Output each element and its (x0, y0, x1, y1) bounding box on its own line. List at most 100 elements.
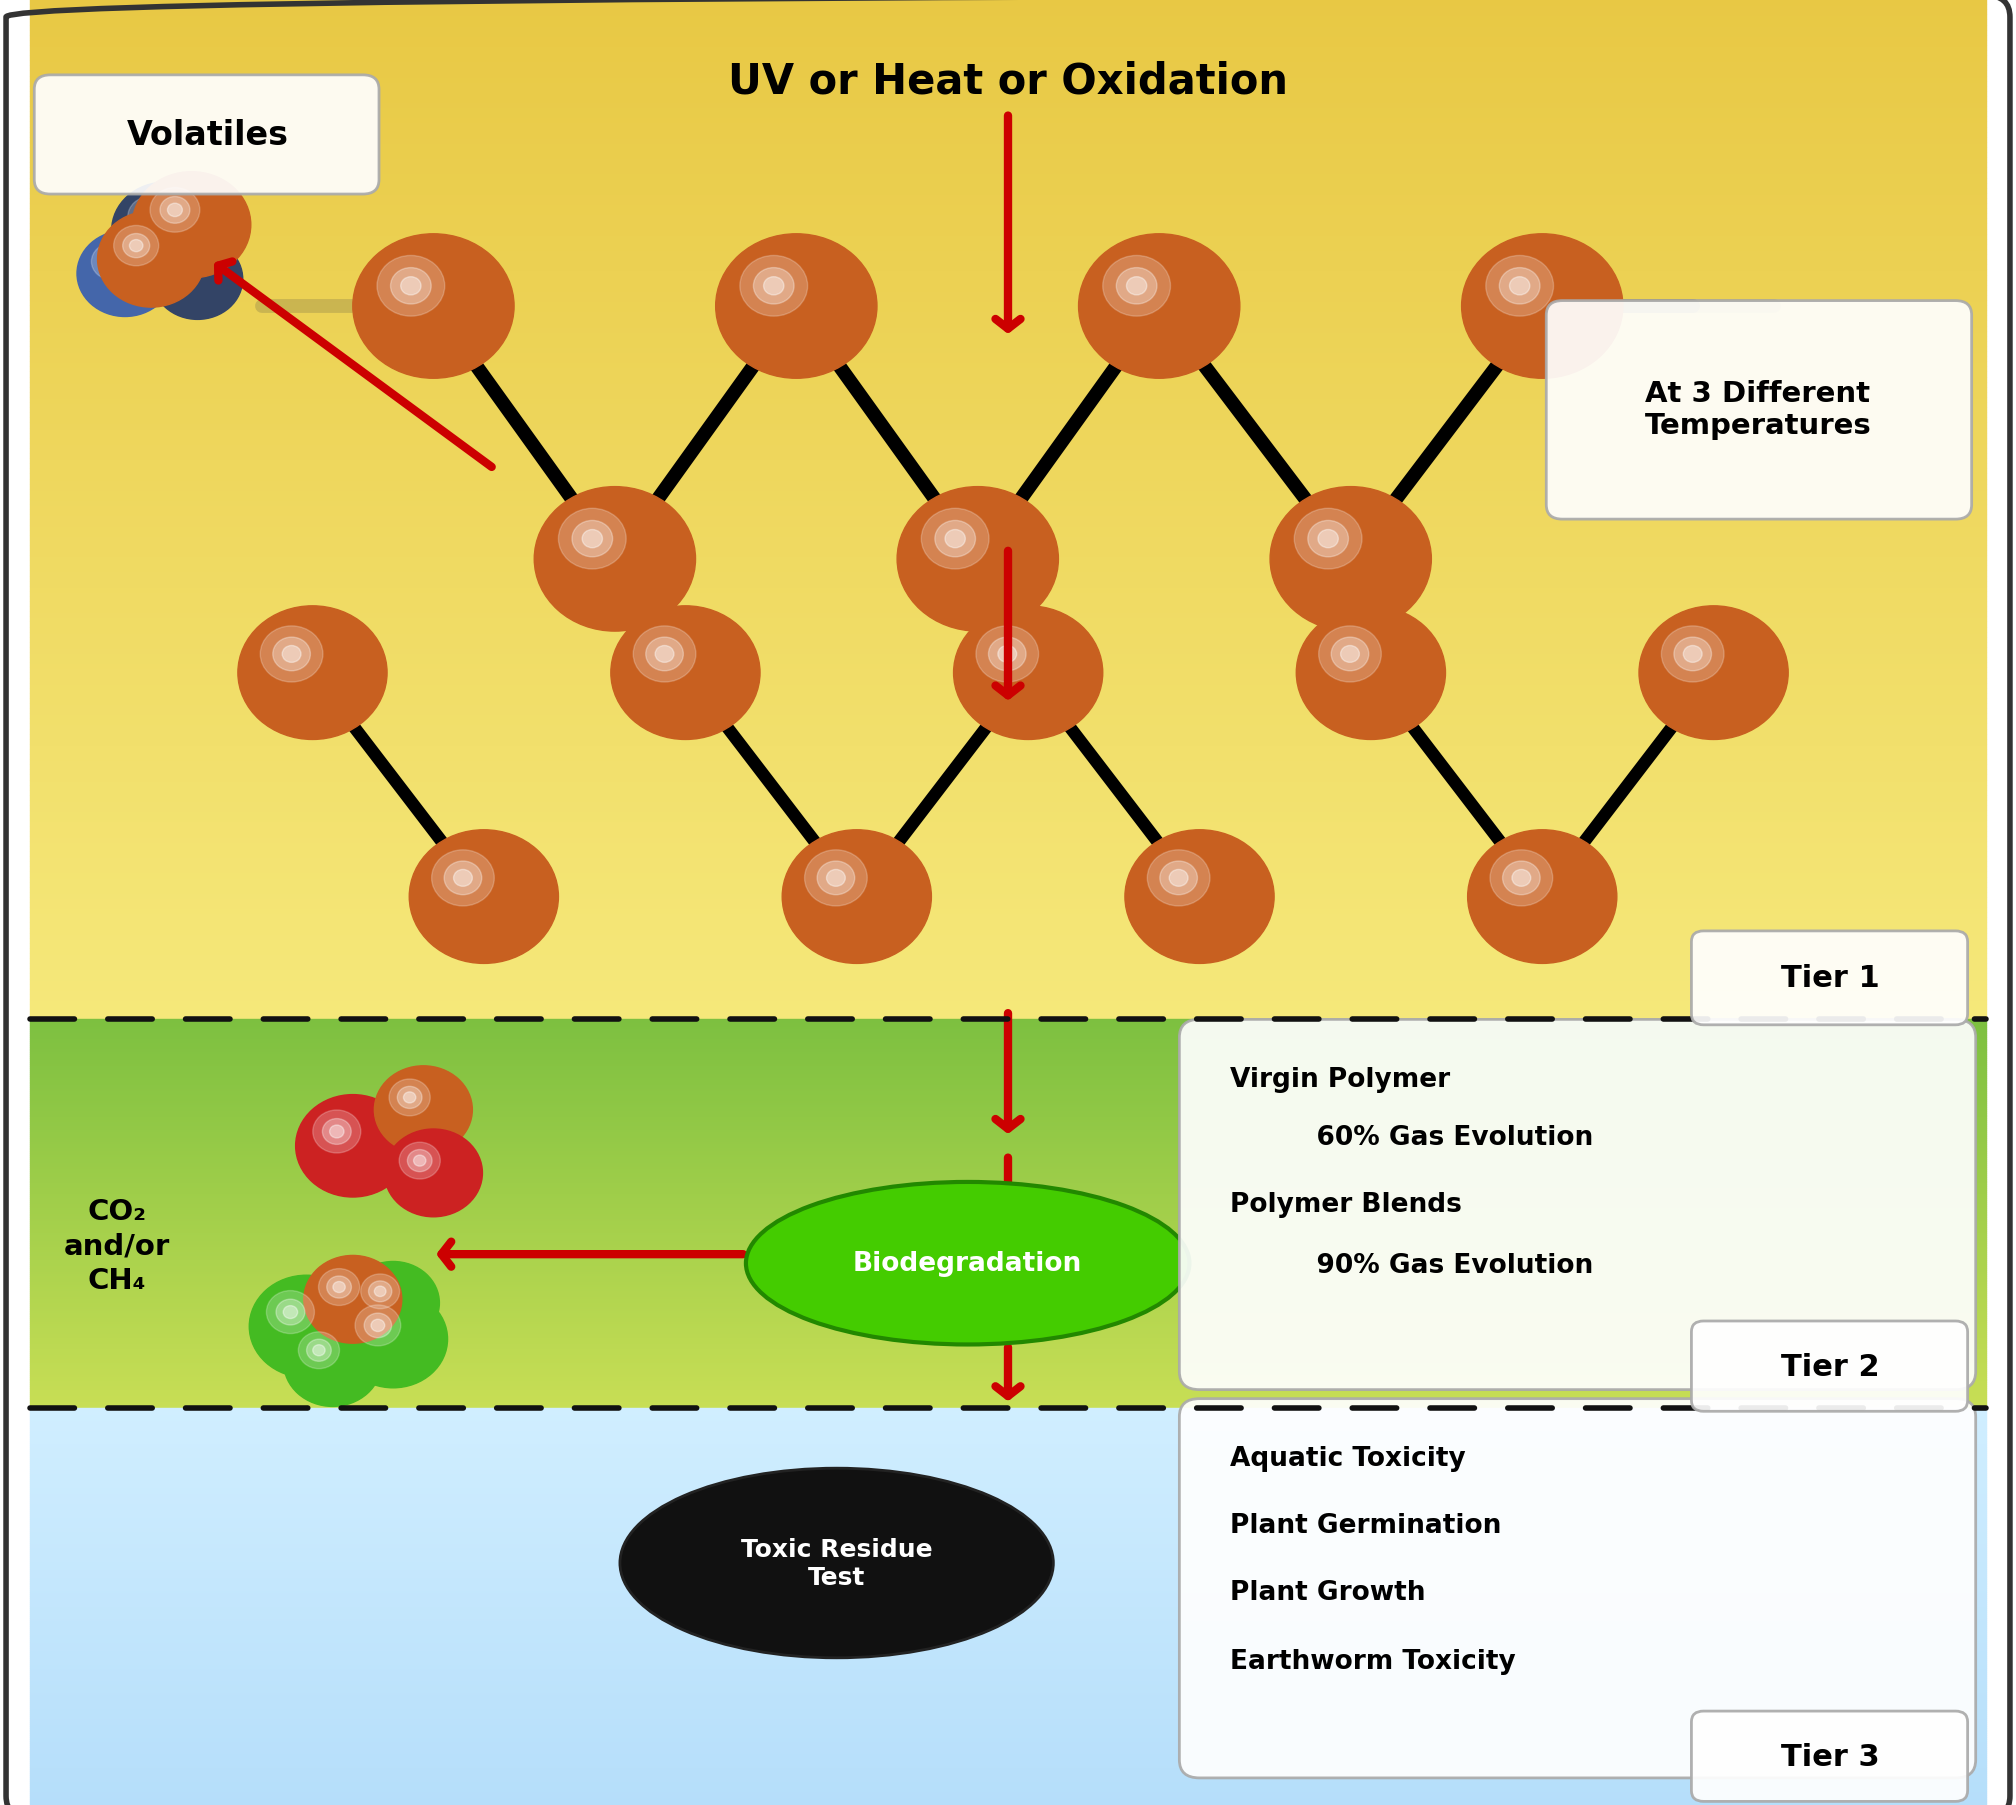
Bar (30, 366, 1986, 372)
Bar (30, 1666, 1986, 1668)
Bar (30, 1334, 1986, 1336)
Bar (30, 1733, 1986, 1736)
Bar (30, 888, 1986, 892)
Bar (30, 1350, 1986, 1352)
Bar (30, 693, 1986, 699)
Bar (30, 1689, 1986, 1691)
Bar (30, 556, 1986, 561)
Bar (30, 1379, 1986, 1381)
Bar (30, 495, 1986, 500)
Bar (30, 1231, 1986, 1233)
Circle shape (99, 251, 123, 273)
Bar (30, 1567, 1986, 1569)
Bar (30, 1771, 1986, 1773)
Bar (30, 1045, 1986, 1047)
Bar (30, 1148, 1986, 1150)
Bar (30, 1197, 1986, 1199)
Bar (30, 190, 1986, 193)
Circle shape (653, 644, 750, 731)
Bar (30, 1157, 1986, 1159)
Circle shape (1318, 531, 1339, 549)
Bar (30, 536, 1986, 540)
Bar (30, 1693, 1986, 1697)
Bar (30, 841, 1986, 847)
Circle shape (1673, 637, 1712, 671)
Bar (30, 1767, 1986, 1769)
Bar (30, 1570, 1986, 1572)
Bar (30, 1027, 1986, 1029)
Bar (30, 1264, 1986, 1267)
Bar (30, 280, 1986, 285)
Bar (30, 0, 1986, 5)
Circle shape (177, 262, 236, 314)
Bar (30, 1803, 1986, 1805)
Circle shape (996, 644, 1093, 731)
Bar (30, 679, 1986, 684)
Bar (30, 525, 1986, 531)
Bar (30, 1560, 1986, 1561)
Bar (30, 1269, 1986, 1271)
Circle shape (431, 850, 494, 906)
Bar (30, 1574, 1986, 1578)
Bar (30, 117, 1986, 123)
Bar (30, 1484, 1986, 1486)
Bar (30, 1552, 1986, 1554)
Bar (30, 684, 1986, 688)
Circle shape (312, 1345, 325, 1356)
Bar (30, 209, 1986, 215)
Bar (30, 1762, 1986, 1763)
Circle shape (1510, 278, 1530, 296)
Text: Volatiles: Volatiles (127, 119, 288, 152)
Text: Polymer Blends: Polymer Blends (1230, 1191, 1462, 1217)
Bar (30, 1561, 1986, 1563)
Bar (30, 1262, 1986, 1264)
Bar (30, 540, 1986, 545)
Text: Toxic Residue
Test: Toxic Residue Test (740, 1538, 933, 1588)
Bar (30, 1009, 1986, 1014)
Bar (30, 1390, 1986, 1392)
Circle shape (1681, 644, 1778, 731)
Bar (30, 36, 1986, 42)
Circle shape (347, 1262, 439, 1345)
Circle shape (1117, 269, 1157, 305)
Bar (30, 1540, 1986, 1541)
Bar (30, 1673, 1986, 1675)
Bar (30, 1404, 1986, 1406)
Circle shape (762, 276, 867, 370)
Circle shape (825, 868, 921, 955)
Bar (30, 668, 1986, 673)
Bar (30, 162, 1986, 168)
Bar (30, 1794, 1986, 1798)
Bar (30, 1680, 1986, 1682)
Bar (30, 1043, 1986, 1045)
Bar (30, 229, 1986, 235)
Bar (30, 1171, 1986, 1173)
Bar (30, 1449, 1986, 1451)
Bar (30, 1480, 1986, 1482)
Bar (30, 1791, 1986, 1792)
Bar (30, 1097, 1986, 1099)
Bar (30, 1713, 1986, 1715)
Text: Tier 1: Tier 1 (1782, 964, 1879, 993)
Bar (30, 816, 1986, 821)
Bar (30, 801, 1986, 805)
Bar (30, 718, 1986, 724)
Circle shape (988, 637, 1026, 671)
Bar (30, 1063, 1986, 1065)
Circle shape (284, 1319, 381, 1406)
Bar (30, 1285, 1986, 1287)
Bar (30, 403, 1986, 408)
Bar (30, 1294, 1986, 1296)
Circle shape (282, 646, 300, 662)
Text: Virgin Polymer: Virgin Polymer (1230, 1067, 1450, 1092)
Bar (30, 240, 1986, 245)
Bar (30, 1513, 1986, 1514)
Bar (30, 1377, 1986, 1379)
Bar (30, 372, 1986, 377)
Circle shape (353, 235, 514, 379)
Bar (30, 1256, 1986, 1258)
Bar (30, 626, 1986, 632)
Bar (30, 1296, 1986, 1298)
Bar (30, 1137, 1986, 1139)
Bar (30, 928, 1986, 933)
